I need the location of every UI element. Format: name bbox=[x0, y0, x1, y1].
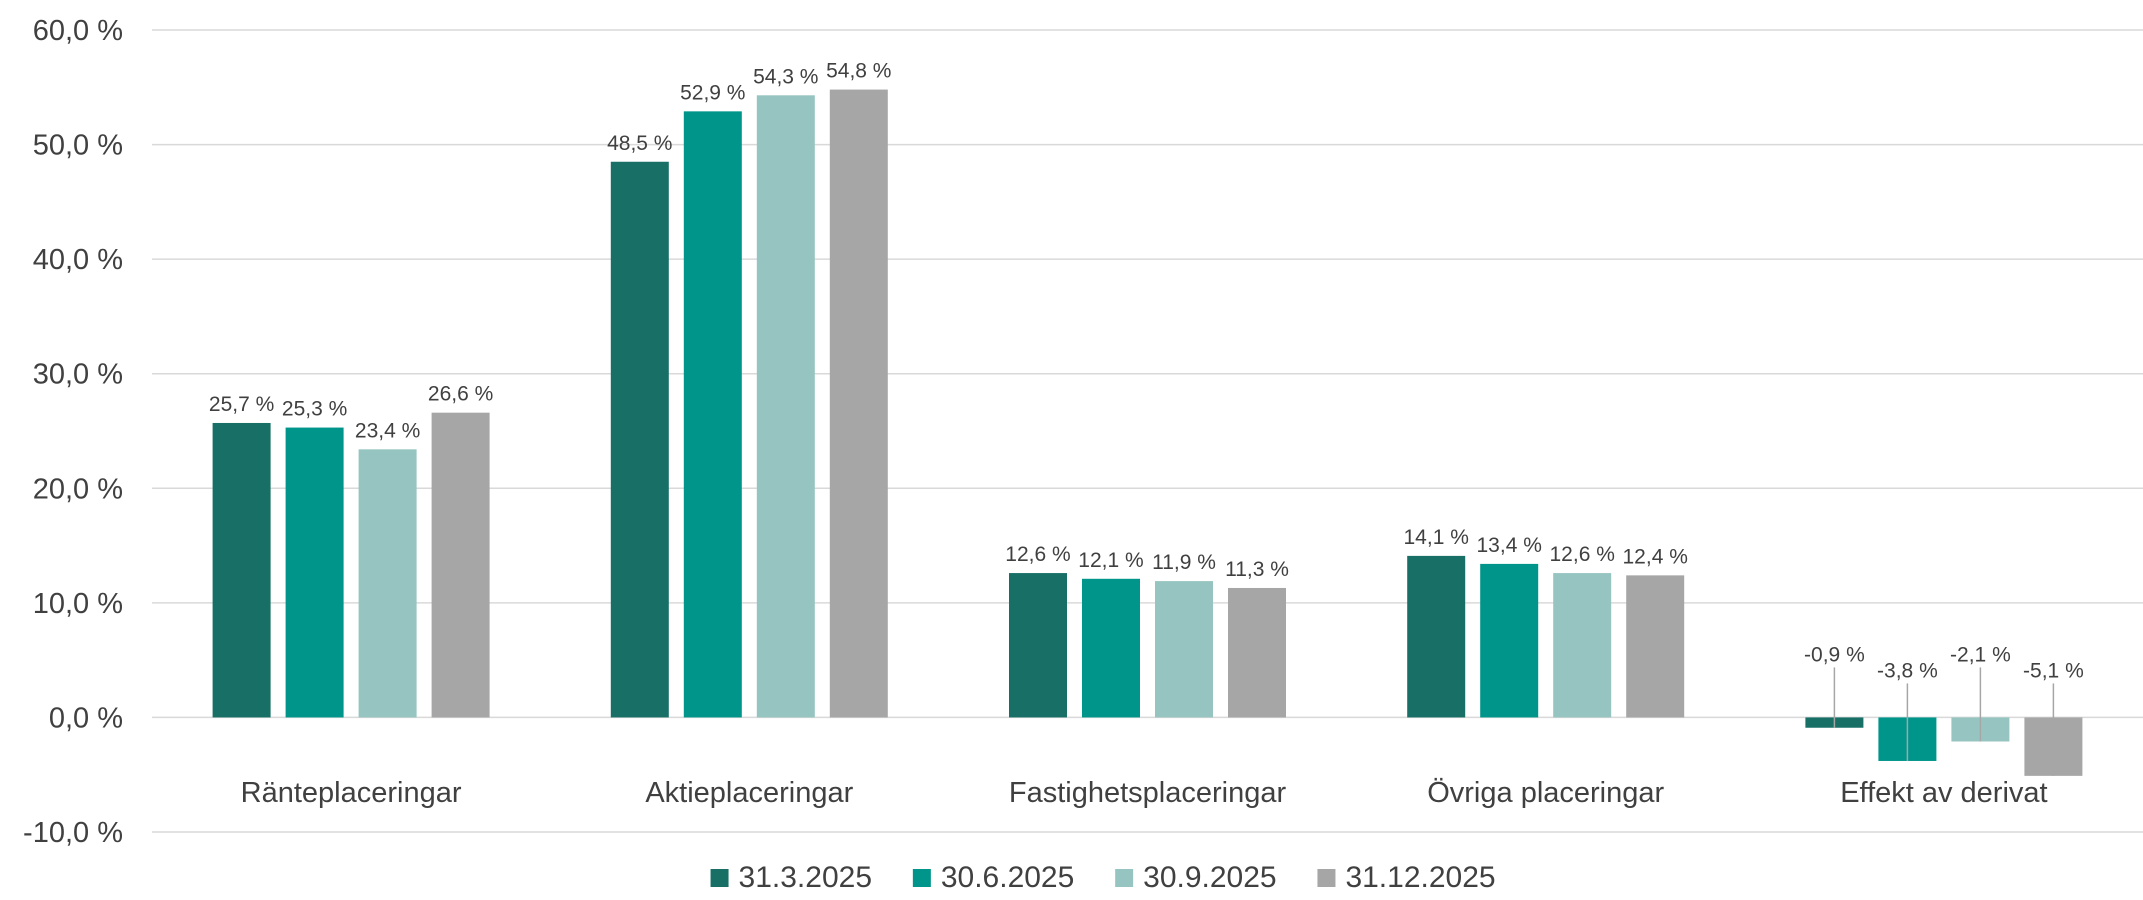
legend-swatch bbox=[1115, 869, 1134, 887]
legend-label: 30.6.2025 bbox=[941, 861, 1074, 894]
bar bbox=[1407, 555, 1466, 718]
bars bbox=[212, 89, 2083, 776]
legend-swatch bbox=[1317, 869, 1336, 887]
data-label: -5,1 % bbox=[2023, 659, 2084, 682]
data-label: 12,1 % bbox=[1078, 549, 1143, 572]
bar bbox=[1082, 578, 1140, 718]
y-tick-label: 0,0 % bbox=[49, 702, 123, 734]
y-tick-label: 20,0 % bbox=[33, 473, 123, 505]
data-label: 14,1 % bbox=[1404, 526, 1469, 549]
category-label: Effekt av derivat bbox=[1840, 777, 2047, 809]
bar bbox=[285, 427, 344, 718]
category-label: Aktieplaceringar bbox=[645, 777, 853, 809]
bar bbox=[610, 161, 669, 718]
bar bbox=[829, 89, 888, 718]
legend-item: 30.6.2025 bbox=[912, 861, 1074, 894]
bar bbox=[1155, 581, 1213, 718]
legend-label: 30.9.2025 bbox=[1143, 861, 1276, 894]
bar bbox=[1480, 563, 1539, 718]
y-tick-label: 50,0 % bbox=[33, 130, 123, 162]
data-label: 48,5 % bbox=[607, 132, 672, 155]
data-label: 12,4 % bbox=[1623, 545, 1688, 568]
legend-item: 31.12.2025 bbox=[1317, 861, 1496, 894]
legend-item: 31.3.2025 bbox=[710, 861, 872, 894]
y-tick-label: 30,0 % bbox=[33, 359, 123, 391]
legend-swatch bbox=[912, 869, 931, 887]
legend-swatch bbox=[710, 869, 729, 887]
bar bbox=[212, 422, 271, 718]
y-axis-tick-labels: 60,0 % 50,0 % 40,0 % 30,0 % 20,0 % 10,0 % 0,0 … bbox=[23, 15, 123, 849]
bar bbox=[756, 95, 815, 718]
data-label: 52,9 % bbox=[680, 81, 745, 104]
bar bbox=[1626, 575, 1685, 718]
data-label: 54,8 % bbox=[826, 60, 891, 83]
category-label: Ränteplaceringar bbox=[241, 777, 462, 809]
category-label: Övriga placeringar bbox=[1427, 777, 1664, 809]
category-label: Fastighetsplaceringar bbox=[1009, 777, 1287, 809]
data-label: 13,4 % bbox=[1477, 534, 1542, 557]
data-label: 11,9 % bbox=[1152, 551, 1216, 574]
data-label: 54,3 % bbox=[753, 65, 818, 88]
category-labels: Ränteplaceringar Aktieplaceringar Fastighe… bbox=[241, 777, 2048, 809]
data-label: 25,7 % bbox=[209, 393, 274, 416]
bar bbox=[1553, 573, 1612, 718]
y-tick-label: 10,0 % bbox=[33, 588, 123, 620]
y-tick-label: 60,0 % bbox=[33, 15, 123, 47]
data-label: 12,6 % bbox=[1550, 543, 1615, 566]
bar bbox=[1228, 587, 1286, 718]
data-label: 26,6 % bbox=[428, 383, 493, 406]
y-tick-label: -10,0 % bbox=[23, 817, 123, 849]
data-label: 25,3 % bbox=[282, 398, 347, 421]
legend-item: 30.9.2025 bbox=[1115, 861, 1277, 894]
data-label: 11,3 % bbox=[1225, 558, 1289, 581]
data-label: -0,9 % bbox=[1804, 643, 1865, 666]
bar bbox=[358, 449, 417, 718]
data-labels: 25,7 % 25,3 % 23,4 % 26,6 % 48,5 % 52,9 % 54,3… bbox=[209, 60, 2084, 776]
bar bbox=[1009, 573, 1067, 718]
data-label: 23,4 % bbox=[355, 419, 420, 442]
legend: 31.3.2025 30.6.2025 30.9.2025 31.12.2025 bbox=[710, 861, 1496, 894]
bar bbox=[683, 111, 742, 718]
data-label: -3,8 % bbox=[1877, 659, 1938, 682]
data-label: -2,1 % bbox=[1950, 643, 2011, 666]
bar bbox=[431, 412, 490, 718]
legend-label: 31.3.2025 bbox=[739, 861, 872, 894]
legend-label: 31.12.2025 bbox=[1345, 861, 1495, 894]
data-label: 12,6 % bbox=[1005, 543, 1070, 566]
y-tick-label: 40,0 % bbox=[33, 244, 123, 276]
